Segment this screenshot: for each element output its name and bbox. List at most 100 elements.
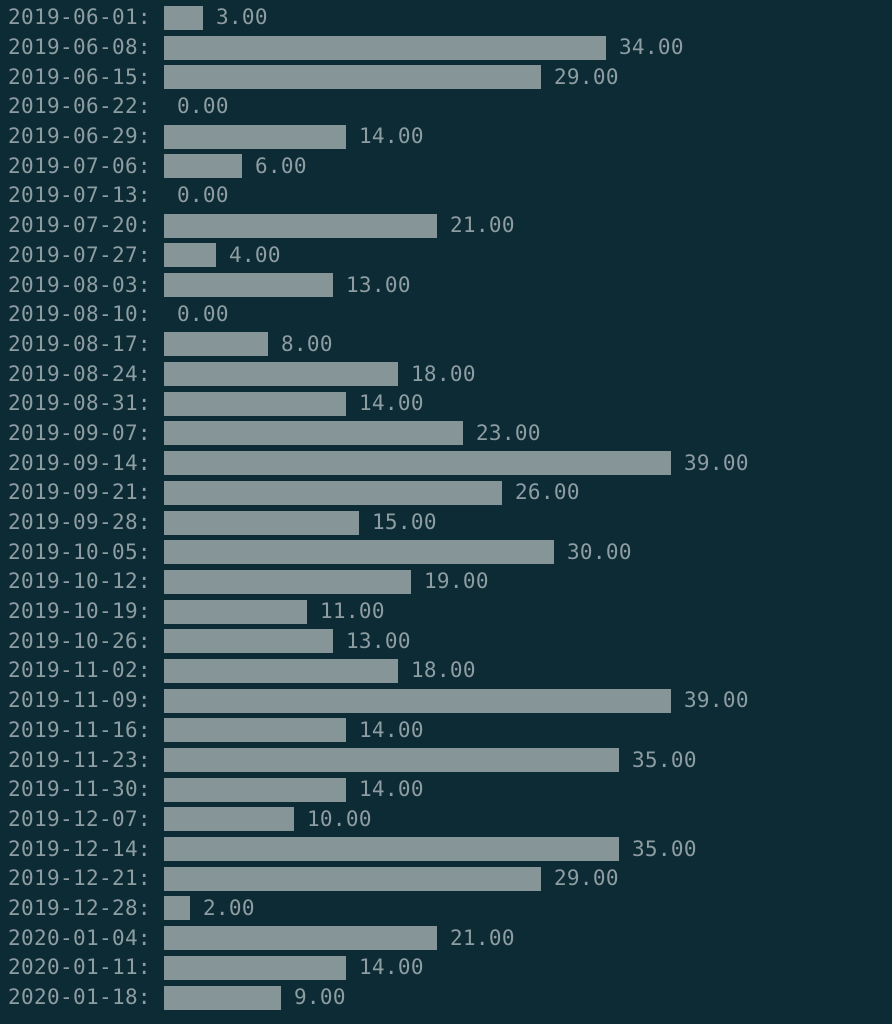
- chart-row: 2019-10-12: 19.00: [8, 567, 892, 597]
- row-date-label: 2019-08-10:: [8, 302, 151, 327]
- chart-row: 2019-11-16: 14.00: [8, 716, 892, 746]
- row-date-label: 2019-10-12:: [8, 569, 151, 594]
- chart-row: 2019-10-19: 11.00: [8, 597, 892, 627]
- row-bar: [163, 451, 671, 476]
- row-value-label: 21.00: [449, 213, 515, 238]
- row-value-label: 15.00: [371, 510, 437, 535]
- chart-row: 2019-07-06: 6.00: [8, 151, 892, 181]
- row-date-label: 2019-11-16:: [8, 717, 151, 742]
- row-bar: [163, 5, 203, 30]
- chart-row: 2019-08-31: 14.00: [8, 389, 892, 419]
- row-bar: [163, 421, 463, 446]
- row-bar: [163, 896, 190, 921]
- row-value-label: 3.00: [215, 5, 268, 30]
- row-bar: [163, 124, 346, 149]
- chart-row: 2019-07-27: 4.00: [8, 241, 892, 271]
- row-value-label: 14.00: [358, 955, 424, 980]
- row-bar: [163, 955, 346, 980]
- row-value-label: 35.00: [631, 747, 697, 772]
- row-bar: [163, 332, 268, 357]
- row-value-label: 18.00: [410, 361, 476, 386]
- row-date-label: 2020-01-04:: [8, 925, 151, 950]
- chart-row: 2019-07-13: 0.00: [8, 181, 892, 211]
- row-value-label: 19.00: [423, 569, 489, 594]
- row-date-label: 2019-07-13:: [8, 183, 151, 208]
- row-value-label: 13.00: [345, 272, 411, 297]
- row-bar: [163, 243, 216, 268]
- row-bar: [163, 985, 281, 1010]
- row-value-label: 0.00: [176, 302, 229, 327]
- row-value-label: 29.00: [553, 64, 619, 89]
- row-date-label: 2019-10-19:: [8, 599, 151, 624]
- row-value-label: 23.00: [475, 420, 541, 445]
- row-bar: [163, 688, 671, 713]
- row-date-label: 2019-11-02:: [8, 658, 151, 683]
- row-value-label: 34.00: [618, 35, 684, 60]
- row-bar: [163, 154, 242, 179]
- chart-row: 2019-06-29: 14.00: [8, 122, 892, 152]
- row-bar: [163, 569, 411, 594]
- row-bar: [163, 837, 619, 862]
- chart-row: 2019-11-09: 39.00: [8, 686, 892, 716]
- row-date-label: 2019-12-07:: [8, 806, 151, 831]
- chart-row: 2019-12-21: 29.00: [8, 864, 892, 894]
- chart-row: 2019-09-07: 23.00: [8, 419, 892, 449]
- chart-row: 2019-12-07: 10.00: [8, 805, 892, 835]
- row-bar: [163, 510, 359, 535]
- chart-row: 2019-11-30: 14.00: [8, 775, 892, 805]
- row-date-label: 2019-07-20:: [8, 213, 151, 238]
- row-value-label: 8.00: [280, 331, 333, 356]
- chart-row: 2019-12-28: 2.00: [8, 894, 892, 924]
- row-bar: [163, 540, 554, 565]
- row-value-label: 11.00: [319, 599, 385, 624]
- row-date-label: 2019-06-29:: [8, 124, 151, 149]
- chart-row: 2019-06-08: 34.00: [8, 33, 892, 63]
- row-bar: [163, 213, 437, 238]
- chart-row: 2019-10-05: 30.00: [8, 537, 892, 567]
- row-value-label: 6.00: [254, 153, 307, 178]
- chart-row: 2019-06-22: 0.00: [8, 92, 892, 122]
- row-value-label: 4.00: [228, 242, 281, 267]
- row-value-label: 0.00: [176, 183, 229, 208]
- row-bar: [163, 480, 502, 505]
- row-value-label: 21.00: [449, 925, 515, 950]
- row-bar: [163, 391, 346, 416]
- row-date-label: 2019-12-14:: [8, 836, 151, 861]
- row-bar: [163, 807, 294, 832]
- chart-row: 2019-08-10: 0.00: [8, 300, 892, 330]
- chart-row: 2019-09-28: 15.00: [8, 508, 892, 538]
- row-bar: [163, 599, 307, 624]
- row-value-label: 2.00: [202, 895, 255, 920]
- chart-row: 2020-01-18: 9.00: [8, 983, 892, 1013]
- row-value-label: 35.00: [631, 836, 697, 861]
- row-bar: [163, 777, 346, 802]
- row-date-label: 2020-01-18:: [8, 985, 151, 1010]
- row-bar: [163, 362, 398, 387]
- row-value-label: 9.00: [293, 985, 346, 1010]
- row-date-label: 2019-09-14:: [8, 450, 151, 475]
- chart-row: 2019-10-26: 13.00: [8, 626, 892, 656]
- row-date-label: 2019-11-30:: [8, 777, 151, 802]
- row-value-label: 29.00: [553, 866, 619, 891]
- row-date-label: 2019-06-08:: [8, 35, 151, 60]
- row-bar: [163, 748, 619, 773]
- row-date-label: 2019-08-31:: [8, 391, 151, 416]
- row-date-label: 2019-10-26:: [8, 628, 151, 653]
- chart-row: 2019-09-14: 39.00: [8, 448, 892, 478]
- row-bar: [163, 718, 346, 743]
- chart-row: 2019-07-20: 21.00: [8, 211, 892, 241]
- row-bar: [163, 629, 333, 654]
- chart-row: 2019-11-02: 18.00: [8, 656, 892, 686]
- row-date-label: 2019-07-27:: [8, 242, 151, 267]
- row-value-label: 14.00: [358, 717, 424, 742]
- row-date-label: 2019-06-22:: [8, 94, 151, 119]
- chart-row: 2019-08-03: 13.00: [8, 270, 892, 300]
- row-value-label: 14.00: [358, 391, 424, 416]
- row-date-label: 2019-06-15:: [8, 64, 151, 89]
- row-date-label: 2019-09-07:: [8, 420, 151, 445]
- chart-row: 2020-01-11: 14.00: [8, 953, 892, 983]
- row-date-label: 2019-11-23:: [8, 747, 151, 772]
- chart-row: 2019-06-01: 3.00: [8, 3, 892, 33]
